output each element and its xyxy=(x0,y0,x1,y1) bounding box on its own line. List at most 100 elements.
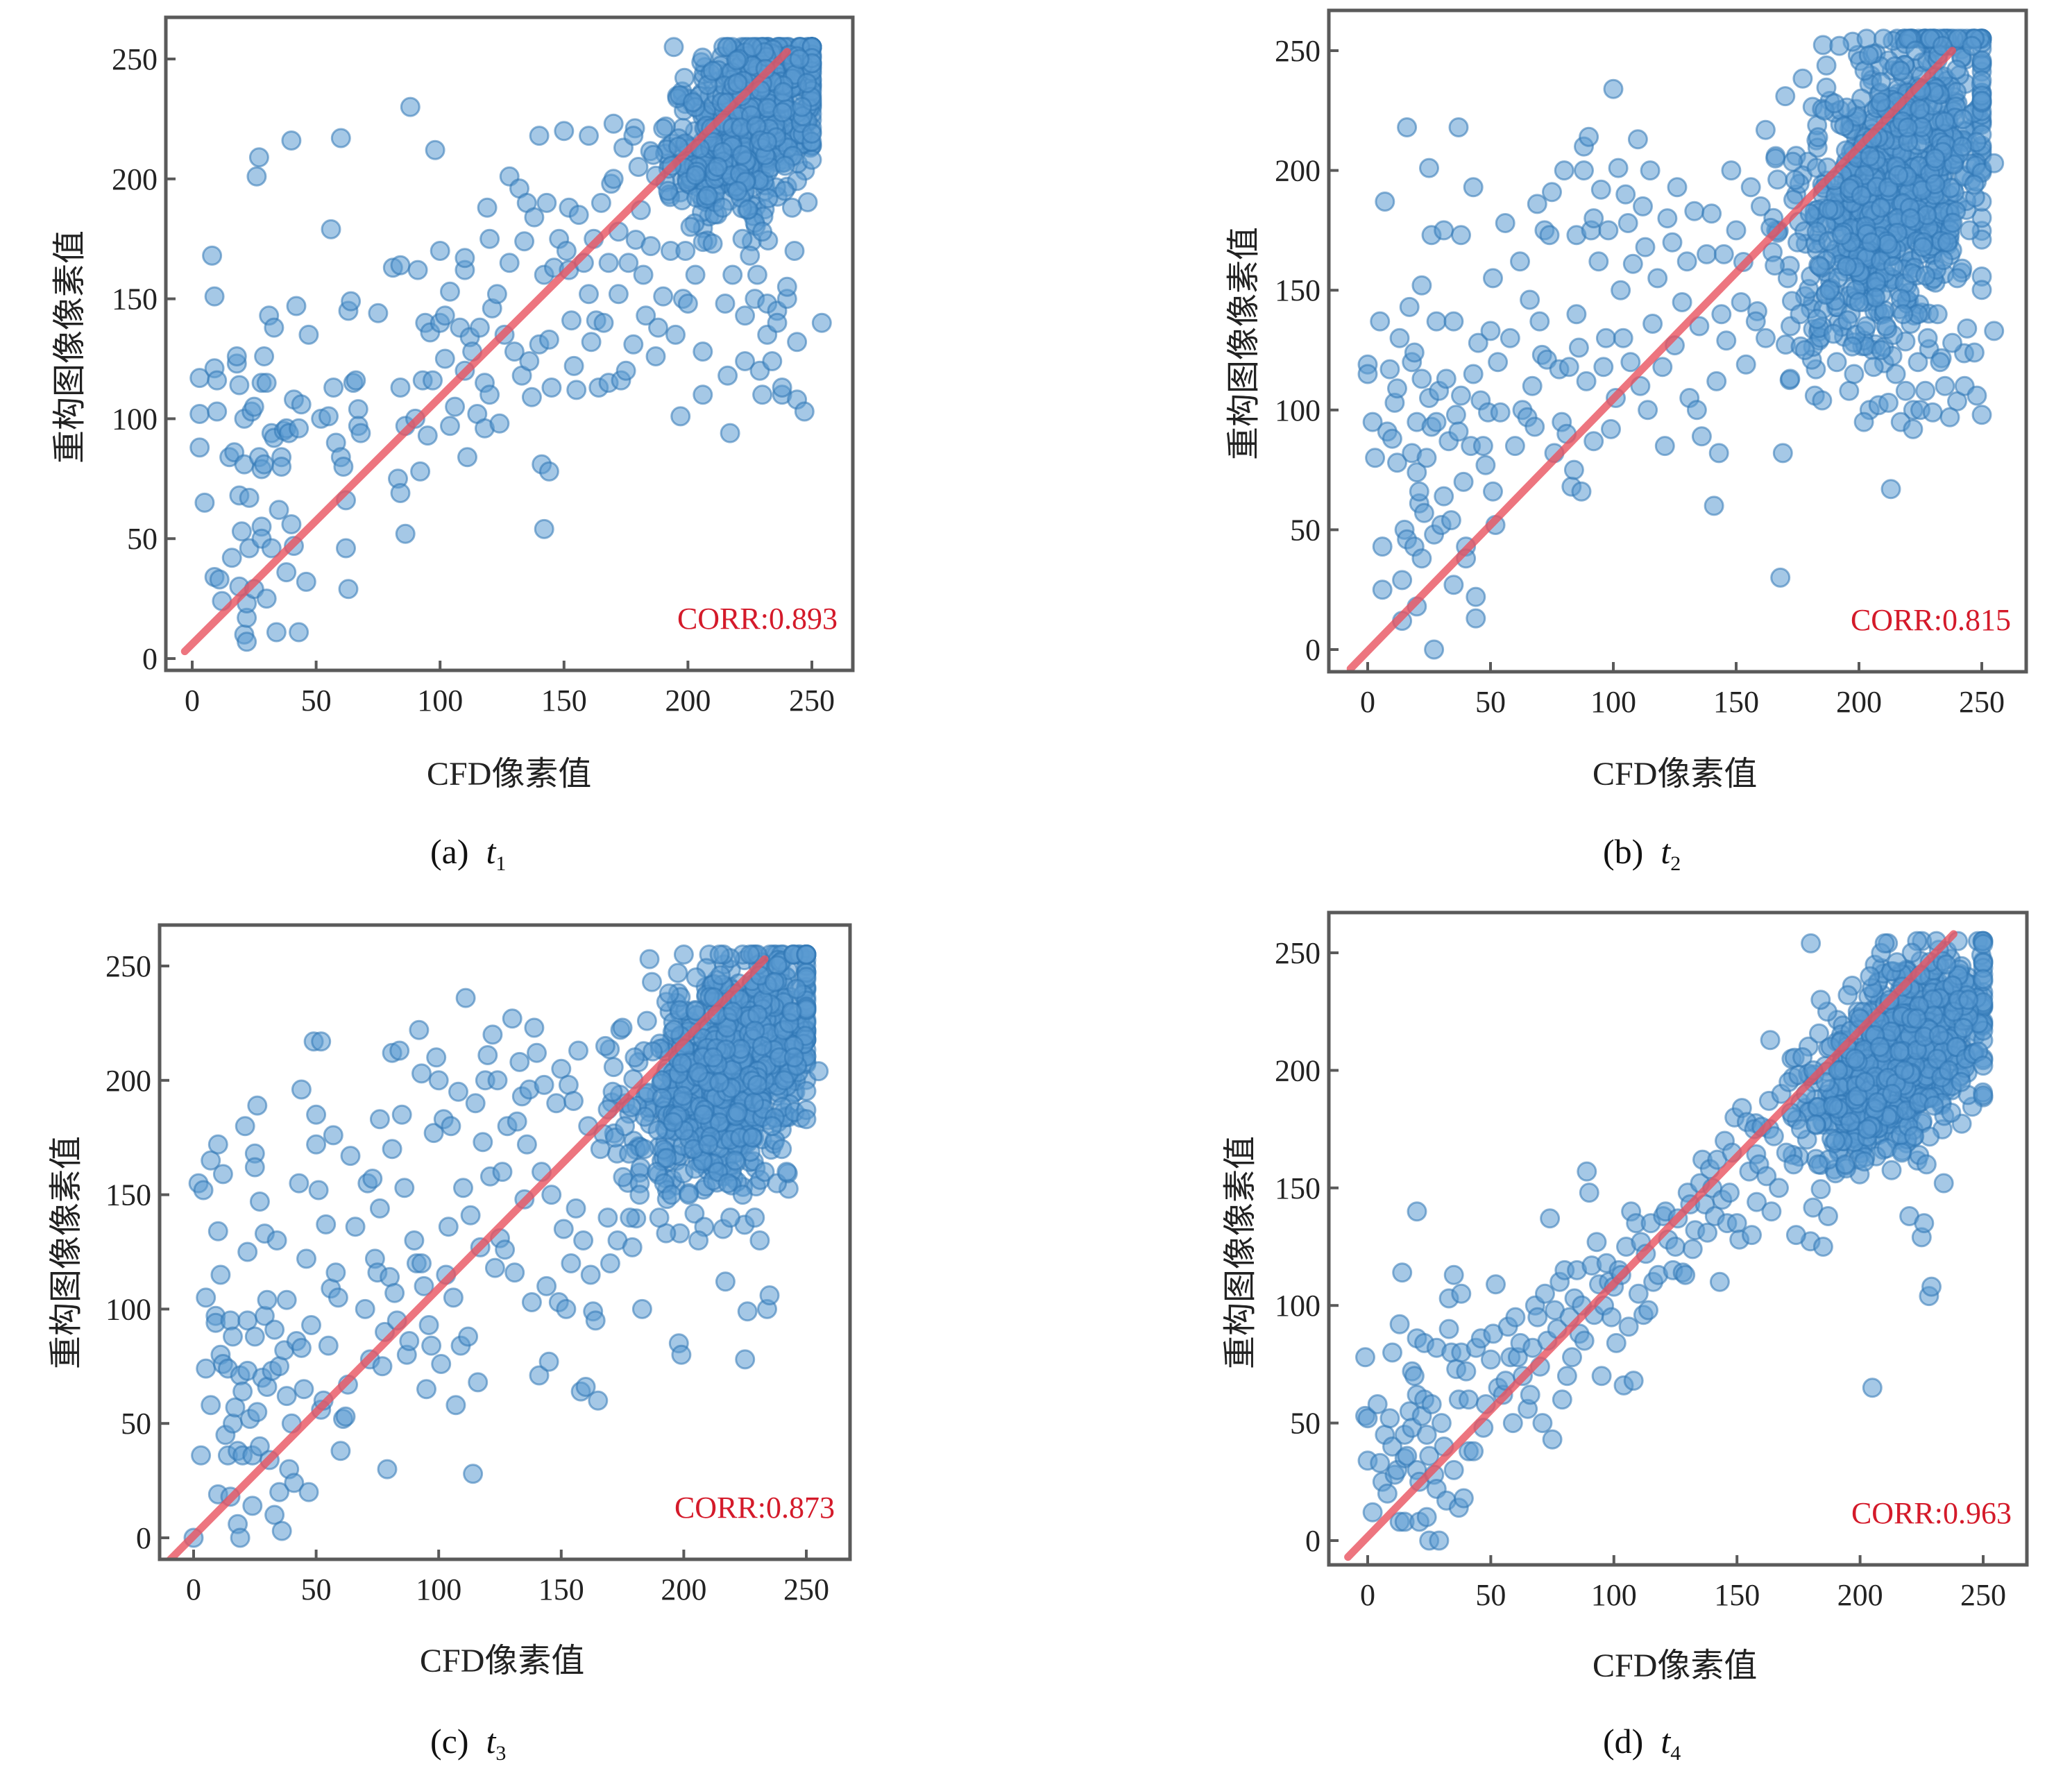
data-point xyxy=(591,192,611,213)
data-point xyxy=(1628,1283,1649,1304)
data-point xyxy=(1901,942,1922,963)
data-point xyxy=(256,373,277,393)
y-tick-label: 100 xyxy=(112,402,158,436)
data-point xyxy=(685,264,706,285)
data-point xyxy=(499,253,520,273)
data-point xyxy=(286,296,307,316)
data-point xyxy=(727,180,748,201)
cluster-point xyxy=(1973,1085,1994,1105)
corr-annotation: CORR:0.893 xyxy=(677,602,838,636)
data-point xyxy=(781,197,802,218)
data-point xyxy=(289,622,309,643)
data-point xyxy=(1527,1307,1548,1328)
data-point xyxy=(707,157,728,177)
data-point xyxy=(440,416,460,436)
data-point xyxy=(717,365,738,386)
data-point xyxy=(1801,933,1822,953)
data-point xyxy=(1855,1071,1876,1092)
data-point xyxy=(541,378,562,398)
cluster-point xyxy=(1760,1030,1781,1051)
data-point xyxy=(330,128,351,149)
caption-variable: t xyxy=(486,832,496,871)
cluster-point xyxy=(685,165,706,185)
scatter-series xyxy=(180,37,832,656)
y-tick-label: 100 xyxy=(1275,1289,1321,1323)
cluster-point xyxy=(738,199,758,220)
panel-caption: (d) t4 xyxy=(1603,1721,1681,1765)
data-point xyxy=(623,126,644,146)
x-tick-label: 150 xyxy=(541,684,587,718)
data-point xyxy=(1810,990,1831,1010)
data-point xyxy=(341,291,362,312)
data-point xyxy=(1709,1271,1730,1292)
data-point xyxy=(677,294,698,314)
data-point xyxy=(752,221,773,242)
data-point xyxy=(1682,1239,1703,1260)
data-point xyxy=(598,253,619,273)
data-point xyxy=(319,406,339,427)
data-point xyxy=(1862,1378,1883,1398)
data-point xyxy=(1451,1283,1472,1304)
cluster-point xyxy=(774,155,795,176)
data-point xyxy=(1579,1183,1599,1203)
data-point xyxy=(693,341,713,362)
data-point xyxy=(1362,1502,1383,1523)
data-point xyxy=(1857,1119,1878,1139)
data-point xyxy=(675,241,696,261)
data-point xyxy=(628,157,649,177)
data-point xyxy=(434,305,455,326)
data-point xyxy=(1928,1025,1949,1046)
data-point xyxy=(556,241,577,261)
data-point xyxy=(336,538,356,559)
data-point xyxy=(207,370,228,391)
data-point xyxy=(1480,1349,1501,1370)
y-tick-label: 50 xyxy=(1290,1407,1321,1441)
data-point xyxy=(1552,1389,1572,1410)
data-point xyxy=(732,228,753,249)
data-point xyxy=(194,492,215,513)
data-point xyxy=(715,294,736,314)
data-point xyxy=(1591,1366,1612,1387)
data-point xyxy=(702,233,723,254)
y-tick-label: 0 xyxy=(1305,1524,1321,1558)
data-point xyxy=(1520,1384,1540,1405)
cluster-point xyxy=(801,124,822,144)
data-point xyxy=(281,514,302,534)
data-point xyxy=(519,351,540,371)
data-point xyxy=(1785,1225,1806,1246)
data-point xyxy=(333,457,354,477)
data-point xyxy=(390,378,411,398)
data-point xyxy=(1892,1142,1912,1163)
data-point xyxy=(566,380,587,400)
data-point xyxy=(1921,1276,1942,1297)
axes-frame xyxy=(164,15,855,672)
data-point xyxy=(346,370,366,391)
caption-subscript: 1 xyxy=(495,852,507,875)
data-point xyxy=(231,521,252,542)
data-point xyxy=(787,332,808,353)
data-point xyxy=(740,245,761,266)
data-point xyxy=(1837,985,1858,1006)
data-point xyxy=(271,457,292,477)
data-point xyxy=(653,118,674,139)
data-point xyxy=(204,286,225,307)
data-point xyxy=(291,394,312,415)
data-point xyxy=(534,518,554,539)
x-tick-label: 50 xyxy=(1475,1578,1506,1612)
data-point xyxy=(1823,1095,1844,1116)
data-point xyxy=(1379,1408,1400,1429)
y-tick-label: 250 xyxy=(112,42,158,76)
data-point xyxy=(1953,1017,1974,1038)
data-point xyxy=(1577,1161,1597,1182)
data-point xyxy=(1825,1130,1846,1151)
data-point xyxy=(504,341,525,362)
panel-caption: (a) t1 xyxy=(430,831,506,876)
data-point xyxy=(486,284,507,305)
data-point xyxy=(1562,1347,1582,1368)
data-point xyxy=(246,166,267,187)
data-point xyxy=(1840,1112,1860,1133)
data-point xyxy=(1463,1441,1484,1461)
data-point xyxy=(390,483,411,503)
cluster-point xyxy=(727,50,747,71)
